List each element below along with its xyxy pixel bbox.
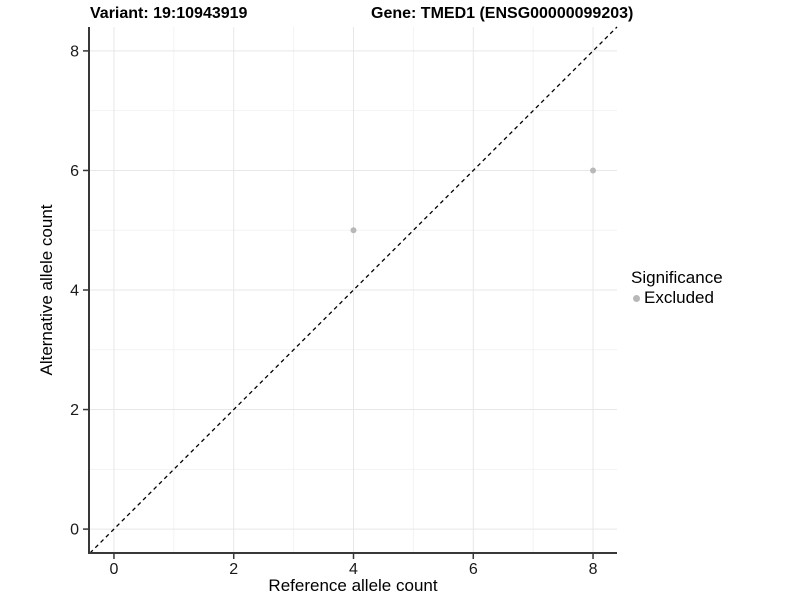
x-tick-label: 0 [110, 561, 119, 578]
y-tick-label: 0 [70, 522, 79, 539]
y-axis-label: Alternative allele count [37, 204, 56, 376]
data-point [350, 227, 357, 234]
y-tick-label: 2 [70, 402, 79, 419]
plot-title-gene: Gene: TMED1 (ENSG00000099203) [371, 5, 634, 22]
legend-title: Significance [631, 268, 723, 287]
x-tick-label: 2 [229, 561, 238, 578]
x-tick-label: 8 [589, 561, 598, 578]
legend-point-icon [633, 294, 640, 302]
plot-title-variant: Variant: 19:10943919 [90, 5, 248, 22]
x-tick-label: 4 [349, 561, 358, 578]
y-tick-label: 8 [70, 43, 79, 60]
legend: Significance Excluded [631, 268, 723, 307]
legend-item-excluded: Excluded [631, 289, 723, 307]
x-axis-label: Reference allele count [268, 576, 438, 595]
legend-item-label: Excluded [644, 288, 714, 307]
x-tick-label: 6 [469, 561, 478, 578]
y-tick-label: 4 [70, 283, 79, 300]
data-point [590, 167, 597, 174]
y-tick-label: 6 [70, 163, 79, 180]
